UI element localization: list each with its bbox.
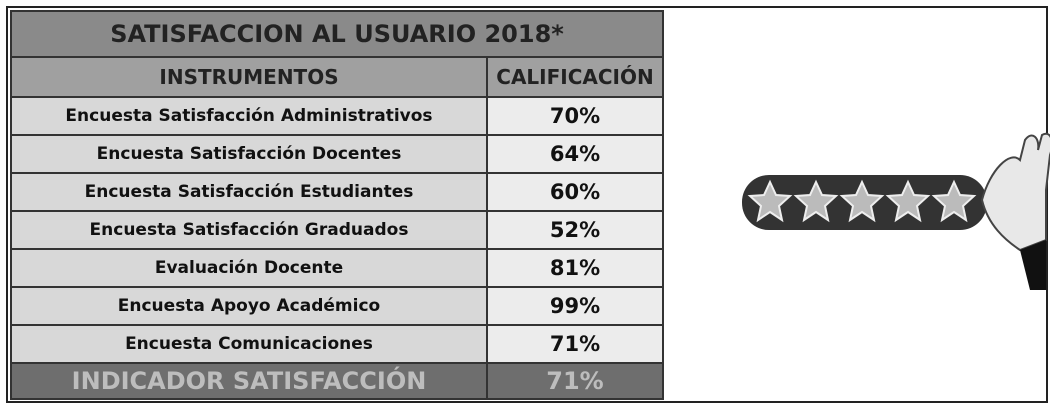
instrument-cell: Encuesta Satisfacción Estudiantes: [10, 172, 488, 212]
table-title: SATISFACCION AL USUARIO 2018*: [9, 10, 665, 58]
table-row: Encuesta Satisfacción Graduados 52%: [10, 210, 665, 250]
footer-value: 71%: [485, 362, 665, 400]
rating-cell: 64%: [485, 134, 665, 174]
rating-cell: 60%: [485, 172, 665, 212]
table-row: Encuesta Satisfacción Docentes 64%: [10, 134, 665, 174]
rating-cell: 52%: [485, 210, 665, 250]
table-row: Encuesta Comunicaciones 71%: [10, 324, 665, 364]
instrument-cell: Encuesta Satisfacción Graduados: [10, 210, 488, 250]
rating-cell: 70%: [485, 96, 665, 136]
footer-label: INDICADOR SATISFACCIÓN: [10, 362, 488, 400]
rating-cell: 99%: [485, 286, 665, 326]
table-row: Encuesta Satisfacción Administrativos 70%: [10, 96, 665, 136]
hand: [980, 132, 1050, 252]
instrument-cell: Encuesta Satisfacción Docentes: [10, 134, 488, 174]
header-cell: CALIFICACIÓN: [485, 56, 665, 98]
instrument-cell: Evaluación Docente: [10, 248, 488, 288]
stars: [747, 179, 977, 223]
satisfaction-table: SATISFACCION AL USUARIO 2018* INSTRUMENT…: [9, 10, 665, 400]
header-cell: INSTRUMENTOS: [10, 56, 488, 98]
instrument-cell: Encuesta Apoyo Académico: [10, 286, 488, 326]
instrument-cell: Encuesta Comunicaciones: [10, 324, 488, 364]
table-row: Encuesta Satisfacción Estudiantes 60%: [10, 172, 665, 212]
rating-cell: 71%: [485, 324, 665, 364]
instrument-cell: Encuesta Satisfacción Administrativos: [10, 96, 488, 136]
table-body: Encuesta Satisfacción Administrativos 70%…: [10, 96, 665, 364]
table-row: Encuesta Apoyo Académico 99%: [10, 286, 665, 326]
sleeve: [1020, 240, 1046, 290]
table-row: Evaluación Docente 81%: [10, 248, 665, 288]
rating-cell: 81%: [485, 248, 665, 288]
rating-illustration: [742, 132, 1050, 290]
